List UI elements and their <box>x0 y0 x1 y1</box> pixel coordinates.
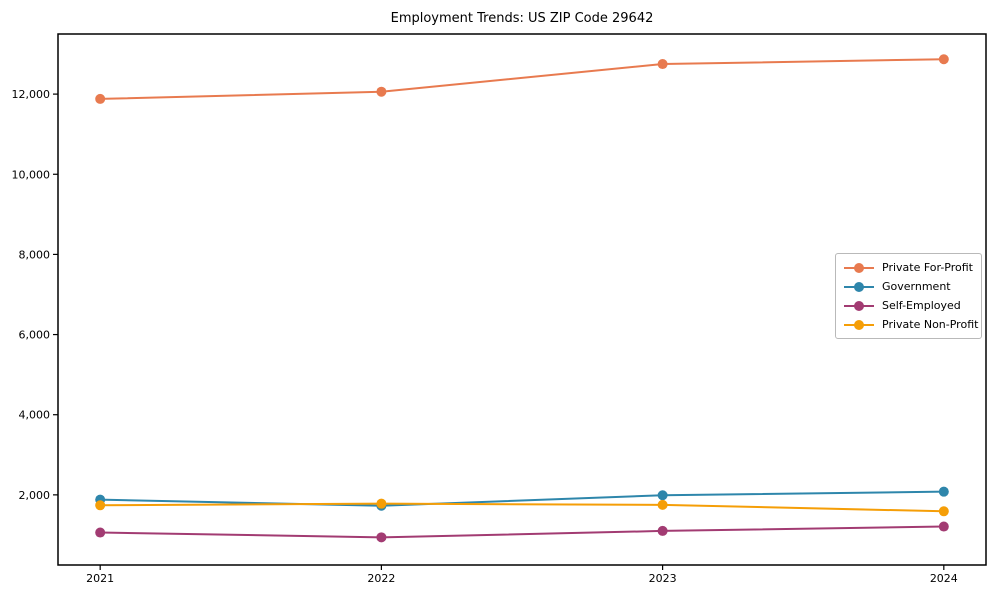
series-government-point-2023 <box>657 490 668 501</box>
series-private-for-profit-point-2023 <box>657 59 668 70</box>
series-private-for-profit-line <box>99 58 945 100</box>
x-tick-label-2021: 2021 <box>86 572 114 585</box>
y-tick-label-12000: 12,000 <box>12 88 51 101</box>
series-self-employed-point-2024 <box>938 521 949 532</box>
series-private-non-profit-point-2023 <box>657 499 668 510</box>
legend-item-private-non-profit: Private Non-Profit <box>836 316 981 334</box>
legend-marker-government <box>844 281 874 293</box>
series-self-employed-point-2023 <box>657 525 668 536</box>
y-tick-label-8000: 8,000 <box>19 248 51 261</box>
y-tick-label-6000: 6,000 <box>19 329 51 342</box>
series-private-non-profit-line <box>99 502 945 513</box>
legend-item-government: Government <box>836 278 981 296</box>
y-tick-label-10000: 10,000 <box>12 168 51 181</box>
x-tick-label-2022: 2022 <box>367 572 395 585</box>
series-private-non-profit-point-2021 <box>95 500 106 511</box>
x-tick-label-2024: 2024 <box>930 572 958 585</box>
legend-item-private-for-profit: Private For-Profit <box>836 259 981 277</box>
legend-label-government: Government <box>882 280 951 293</box>
legend: Private For-Profit Government Self-Emplo… <box>835 253 982 339</box>
series-self-employed-point-2021 <box>95 527 106 538</box>
legend-marker-private-for-profit <box>844 262 874 274</box>
series-private-non-profit-point-2022 <box>376 498 387 509</box>
series-self-employed-point-2022 <box>376 532 387 543</box>
legend-label-private-for-profit: Private For-Profit <box>882 261 973 274</box>
legend-label-private-non-profit: Private Non-Profit <box>882 318 979 331</box>
legend-label-self-employed: Self-Employed <box>882 299 961 312</box>
series-private-for-profit-point-2022 <box>376 86 387 97</box>
series-private-for-profit-point-2021 <box>95 93 106 104</box>
y-tick-label-4000: 4,000 <box>19 409 51 422</box>
legend-item-self-employed: Self-Employed <box>836 297 981 315</box>
y-tick-label-2000: 2,000 <box>19 489 51 502</box>
series-self-employed-line <box>99 525 945 539</box>
x-tick-label-2023: 2023 <box>649 572 677 585</box>
series-government-line <box>99 490 945 507</box>
chart-title: Employment Trends: US ZIP Code 29642 <box>390 11 654 26</box>
axes-box <box>57 33 987 566</box>
series-private-for-profit-point-2024 <box>938 54 949 65</box>
series-private-non-profit-point-2024 <box>938 506 949 517</box>
legend-marker-self-employed <box>844 300 874 312</box>
legend-marker-private-non-profit <box>844 319 874 331</box>
series-government-point-2024 <box>938 486 949 497</box>
